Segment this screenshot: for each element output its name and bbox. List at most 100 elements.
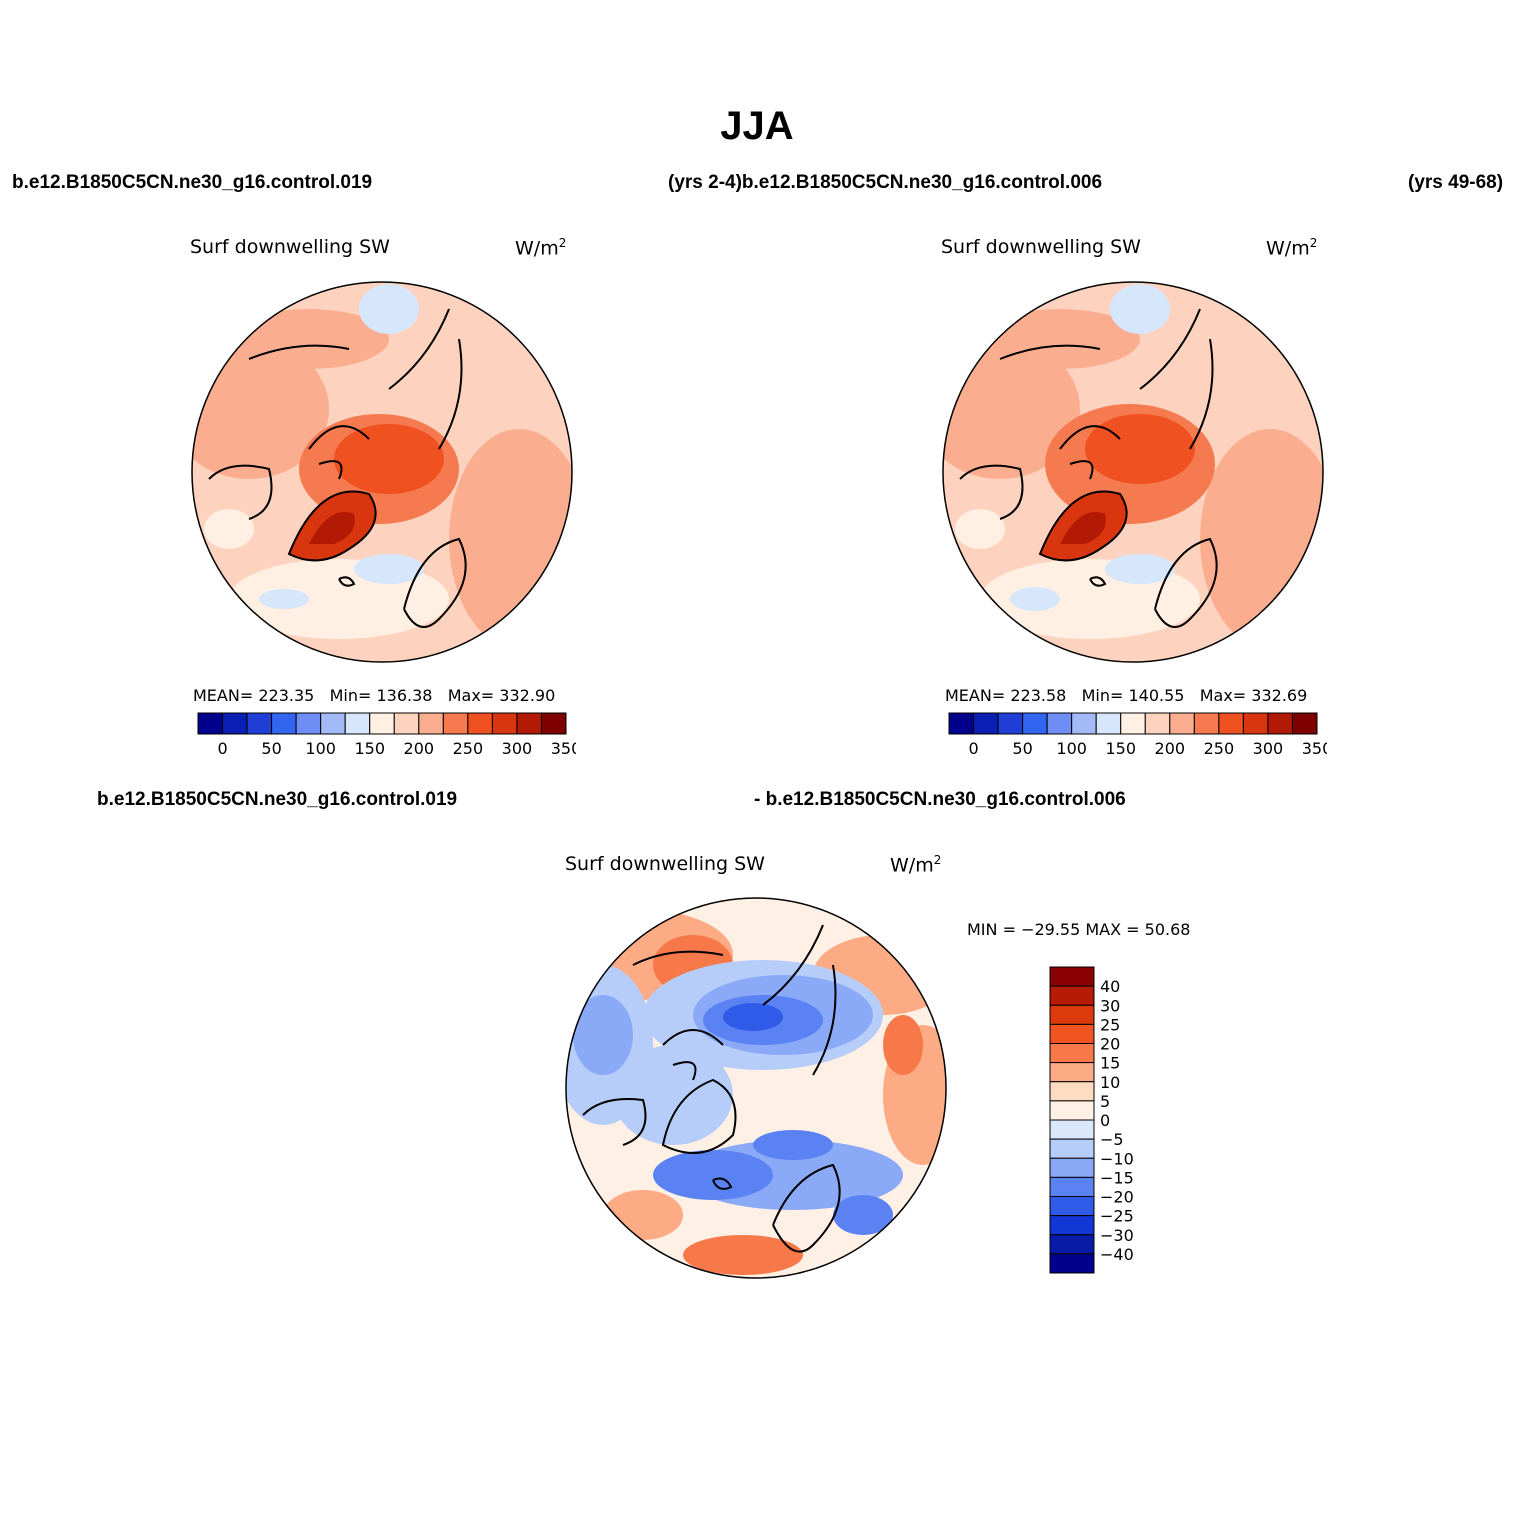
panel1-colorbar-box <box>320 712 346 735</box>
panel1-colorbar-tick-label: 50 <box>261 739 281 758</box>
panel2-colorbar-box <box>1095 712 1122 735</box>
panel1-colorbar-tick-label: 150 <box>354 739 385 758</box>
panel2-colorbar-box <box>1022 712 1048 735</box>
panel2-colorbar: 0 50 100 150 200 250 300 350 <box>948 712 1327 758</box>
panel2-units-label: W/m2 <box>1266 236 1318 260</box>
diff-polar-map <box>565 897 947 1279</box>
panel2-colorbar-box <box>1144 712 1171 735</box>
diff-colorbar-tick-label: 20 <box>1100 1035 1120 1054</box>
diff-colorbar-tick-label: −5 <box>1100 1130 1124 1149</box>
panel2-variable-label: Surf downwelling SW <box>941 236 1141 258</box>
panel2-colorbar-tick-label: 300 <box>1253 739 1284 758</box>
diff-colorbar-box <box>1049 1234 1095 1255</box>
diff-colorbar-box <box>1049 1196 1095 1217</box>
panel1-colorbar-box <box>369 712 395 735</box>
diff-colorbar-box <box>1049 1023 1095 1044</box>
diff-field <box>566 898 946 1278</box>
diff-colorbar-tick-label: −10 <box>1100 1149 1134 1168</box>
panel1-colorbar-tick-label: 100 <box>305 739 336 758</box>
panel2-colorbar-tick-label: 250 <box>1204 739 1235 758</box>
panel1-colorbar-tick-label: 300 <box>502 739 533 758</box>
diff-colorbar-tick-label: 0 <box>1100 1111 1110 1130</box>
panel1-colorbar-box <box>540 712 567 735</box>
panel2-colorbar-box <box>948 712 975 735</box>
panel1-colorbar-box <box>271 712 297 735</box>
panel2-colorbar-tick-label: 150 <box>1105 739 1136 758</box>
panel2-colorbar-box <box>1291 712 1318 735</box>
panel2-colorbar-box <box>1071 712 1097 735</box>
panel1-field <box>192 282 572 662</box>
panel2-field <box>943 282 1323 662</box>
diff-colorbar-tick-label: 40 <box>1100 977 1120 996</box>
panel2-stats: MEAN= 223.58 Min= 140.55 Max= 332.69 <box>945 686 1308 705</box>
panel1-colorbar-tick-label: 0 <box>217 739 227 758</box>
panel2-colorbar-tick-label: 50 <box>1012 739 1032 758</box>
case1-run-label: b.e12.B1850C5CN.ne30_g16.control.019 <box>12 172 373 193</box>
panel1-colorbar-box <box>197 712 224 735</box>
panel1-colorbar-tick-label: 250 <box>453 739 484 758</box>
panel1-colorbar-box <box>222 712 248 735</box>
diff-colorbar-box <box>1049 1004 1095 1025</box>
diff-minmax: MIN = −29.55 MAX = 50.68 <box>967 920 1191 939</box>
diff-colorbar-tick-label: −40 <box>1100 1245 1134 1264</box>
panel2-coastlines <box>959 308 1218 628</box>
figure-title: JJA <box>720 104 794 148</box>
diff-colorbar-tick-label: 15 <box>1100 1054 1120 1073</box>
diff-colorbar-box <box>1049 1081 1095 1102</box>
panel2-colorbar-box <box>997 712 1024 735</box>
panel1-colorbar-tick-label: 200 <box>404 739 435 758</box>
diff-colorbar-box <box>1049 985 1095 1006</box>
panel1-colorbar-box <box>491 712 518 735</box>
panel2-colorbar-box <box>1120 712 1146 735</box>
panel2-colorbar-box <box>1046 712 1073 735</box>
diff-colorbar-tick-label: −25 <box>1100 1207 1134 1226</box>
diff-colorbar-tick-label: −20 <box>1100 1188 1134 1207</box>
diff-units-label: W/m2 <box>890 853 942 877</box>
panel1-colorbar-box <box>344 712 371 735</box>
panel1-units-label: W/m2 <box>515 236 567 260</box>
panel2-colorbar-box <box>1169 712 1195 735</box>
panel1-colorbar-tick-label: 350 <box>551 739 576 758</box>
panel1-colorbar-box <box>393 712 420 735</box>
diff-coastlines <box>582 924 841 1253</box>
diff-colorbar-box <box>1049 1100 1095 1121</box>
diff-colorbar-box <box>1049 1062 1095 1083</box>
diff-colorbar-tick-label: 25 <box>1100 1015 1120 1034</box>
diff-colorbar-box <box>1049 1215 1095 1236</box>
panel1-variable-label: Surf downwelling SW <box>190 236 390 258</box>
diff-colorbar-box <box>1049 1119 1095 1140</box>
panel2-colorbar-tick-label: 0 <box>968 739 978 758</box>
diff-colorbar-tick-label: −30 <box>1100 1226 1134 1245</box>
diff-colorbar-tick-label: 5 <box>1100 1092 1110 1111</box>
diff-colorbar-box <box>1049 1157 1095 1178</box>
panel2-colorbar-tick-label: 200 <box>1155 739 1186 758</box>
panel2-colorbar-box <box>1193 712 1220 735</box>
diff-colorbar-tick-label: 30 <box>1100 996 1120 1015</box>
diff-colorbar-tick-label: −15 <box>1100 1168 1134 1187</box>
panel1-colorbar-box <box>418 712 444 735</box>
panel1-colorbar: 0 50 100 150 200 250 300 350 <box>197 712 576 758</box>
diff-colorbar-tick-label: 10 <box>1100 1073 1120 1092</box>
case2-years-label: (yrs 49-68) <box>1408 172 1504 193</box>
panel2-colorbar-tick-label: 350 <box>1302 739 1327 758</box>
diff-case1-label: b.e12.B1850C5CN.ne30_g16.control.019 <box>97 789 458 810</box>
diff-case2-label: - b.e12.B1850C5CN.ne30_g16.control.006 <box>754 789 1126 810</box>
panel1-coastlines <box>208 308 467 628</box>
diff-variable-label: Surf downwelling SW <box>565 853 765 875</box>
diff-colorbar-box <box>1049 1176 1095 1197</box>
panel1-colorbar-box <box>442 712 469 735</box>
panel1-colorbar-box <box>467 712 493 735</box>
diff-colorbar-box <box>1049 966 1095 987</box>
diff-colorbar-box <box>1049 1253 1095 1274</box>
panel2-polar-map <box>942 281 1324 663</box>
panel1-stats: MEAN= 223.35 Min= 136.38 Max= 332.90 <box>193 686 556 705</box>
case-years-and-run-label: (yrs 2-4)b.e12.B1850C5CN.ne30_g16.contro… <box>668 172 1103 193</box>
panel1-colorbar-box <box>246 712 273 735</box>
panel1-colorbar-box <box>516 712 542 735</box>
panel2-colorbar-box <box>1267 712 1293 735</box>
diff-colorbar-box <box>1049 1043 1095 1064</box>
panel2-colorbar-box <box>973 712 999 735</box>
panel2-colorbar-tick-label: 100 <box>1056 739 1087 758</box>
panel1-colorbar-box <box>295 712 322 735</box>
